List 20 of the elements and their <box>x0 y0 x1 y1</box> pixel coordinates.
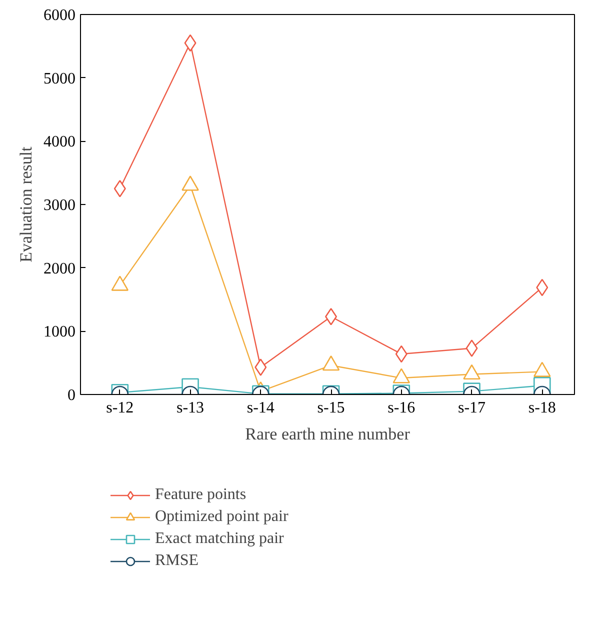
y-tick-label: 1000 <box>44 324 76 341</box>
legend-label: Exact matching pair <box>155 530 284 548</box>
x-tick-label: s-13 <box>176 400 204 416</box>
x-tick-label: s-14 <box>246 400 274 416</box>
legend-label: RMSE <box>155 552 199 570</box>
y-tick-label: 3000 <box>44 197 76 214</box>
x-tick-label: s-18 <box>528 400 556 416</box>
y-tick-label: 5000 <box>44 70 76 88</box>
legend-label: Feature points <box>155 486 246 504</box>
y-tick-label: 4000 <box>44 134 76 151</box>
x-axis-title: Rare earth mine number <box>245 424 410 444</box>
x-tick-label: s-15 <box>317 400 345 416</box>
x-tick-label: s-16 <box>388 400 416 416</box>
y-tick-label: 2000 <box>44 260 76 278</box>
legend-label: Optimized point pair <box>155 508 288 526</box>
x-tick-label: s-17 <box>458 400 486 416</box>
y-axis-title: Evaluation result <box>16 146 36 262</box>
y-tick-label: 6000 <box>44 7 76 24</box>
y-tick-label: 0 <box>68 387 76 404</box>
x-tick-label: s-12 <box>106 400 134 416</box>
